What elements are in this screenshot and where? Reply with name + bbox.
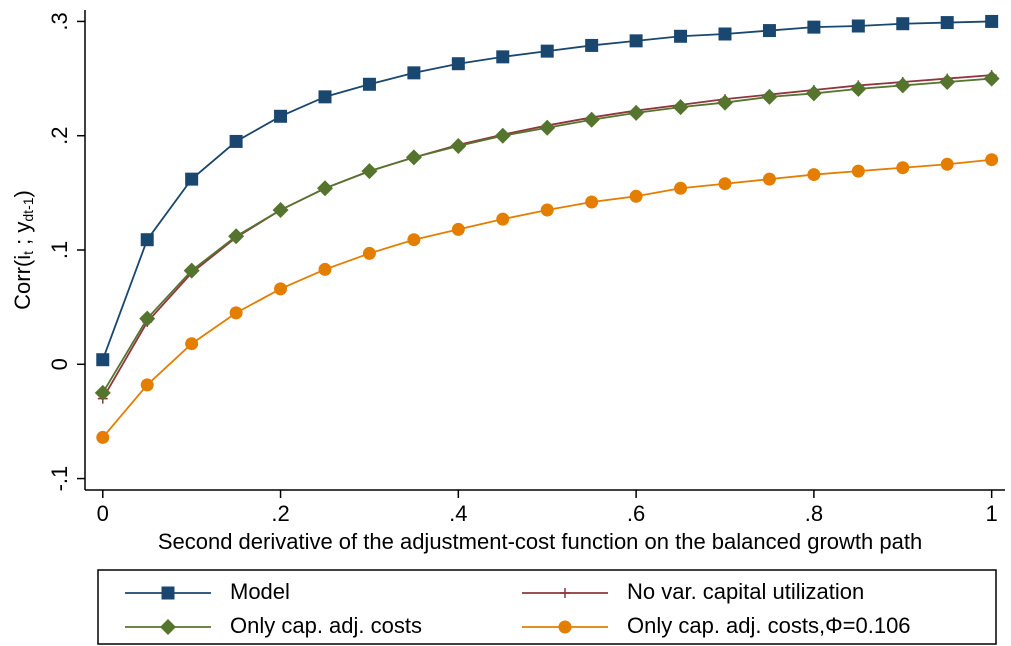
x-tick-label: .8 <box>805 501 823 526</box>
marker <box>539 119 556 136</box>
marker <box>629 189 643 203</box>
marker <box>405 149 422 166</box>
marker <box>272 202 289 218</box>
legend-label: Model <box>230 579 290 604</box>
marker <box>718 27 732 41</box>
marker <box>762 24 776 38</box>
marker <box>362 77 376 91</box>
marker <box>185 172 199 186</box>
marker <box>407 66 421 80</box>
marker <box>805 85 822 102</box>
marker <box>274 109 288 123</box>
marker <box>985 14 999 28</box>
legend-marker <box>160 619 176 635</box>
marker <box>718 177 732 191</box>
legend-box <box>97 569 997 645</box>
marker <box>674 181 688 195</box>
marker <box>807 168 821 182</box>
marker <box>228 228 245 245</box>
y-title-subscript: dt-1 <box>20 197 36 221</box>
marker <box>851 164 865 178</box>
marker <box>451 222 465 236</box>
x-tick-label: .6 <box>627 501 645 526</box>
legend-label: No var. capital utilization <box>627 579 864 604</box>
x-tick-label: 1 <box>986 501 998 526</box>
marker <box>940 157 954 171</box>
marker <box>140 378 154 392</box>
x-tick-label: .4 <box>449 501 467 526</box>
legend-label: Only cap. adj. costs,Φ=0.106 <box>627 613 911 638</box>
marker <box>317 180 333 197</box>
x-tick-label: 0 <box>97 501 109 526</box>
marker <box>94 384 111 401</box>
y-tick-label: .1 <box>47 241 72 259</box>
marker <box>540 44 554 58</box>
x-tick-label: .2 <box>271 501 289 526</box>
marker <box>851 19 865 33</box>
marker <box>185 337 199 351</box>
marker <box>451 57 465 71</box>
marker <box>229 134 243 148</box>
marker <box>407 233 421 247</box>
legend-marker <box>161 586 175 600</box>
marker <box>361 163 378 180</box>
marker <box>540 203 554 217</box>
marker <box>229 306 243 320</box>
marker <box>672 99 689 116</box>
y-tick-label: 0 <box>47 358 72 370</box>
y-tick-label: .2 <box>47 127 72 145</box>
marker <box>362 246 376 260</box>
x-axis-title: Second derivative of the adjustment-cost… <box>158 529 922 554</box>
marker <box>850 80 867 97</box>
y-axis-title: Corr(it ; ydt-1) <box>10 190 36 310</box>
y-tick-label: -.1 <box>47 466 72 492</box>
marker <box>585 195 599 209</box>
marker <box>139 310 156 327</box>
marker <box>983 70 1000 87</box>
marker <box>985 153 999 167</box>
marker <box>896 161 910 175</box>
marker <box>494 127 511 144</box>
marker <box>585 38 599 52</box>
y-title-part: Corr(i <box>10 255 35 310</box>
marker <box>140 233 154 247</box>
marker <box>96 430 110 444</box>
marker <box>940 16 954 30</box>
y-title-part: ; y <box>10 222 35 251</box>
marker <box>629 34 643 48</box>
legend-marker <box>560 588 570 598</box>
marker <box>183 262 200 279</box>
marker <box>628 104 645 121</box>
y-tick-label: .3 <box>47 12 72 30</box>
series-line <box>102 158 992 439</box>
y-title-subscript: t <box>20 251 36 255</box>
marker <box>807 20 821 34</box>
marker <box>274 282 288 296</box>
y-title-part: ) <box>10 190 35 197</box>
marker <box>496 212 510 226</box>
marker <box>762 172 776 186</box>
marker <box>674 29 688 43</box>
marker <box>96 353 110 367</box>
marker <box>761 88 778 105</box>
marker <box>318 90 332 104</box>
marker <box>896 17 910 31</box>
marker <box>496 50 510 64</box>
marker <box>318 262 332 276</box>
legend-marker <box>558 620 572 634</box>
legend-label: Only cap. adj. costs <box>230 613 422 638</box>
marker <box>450 138 467 154</box>
marker <box>583 111 600 128</box>
marker <box>717 94 733 111</box>
marker <box>894 77 911 94</box>
marker <box>939 74 956 90</box>
